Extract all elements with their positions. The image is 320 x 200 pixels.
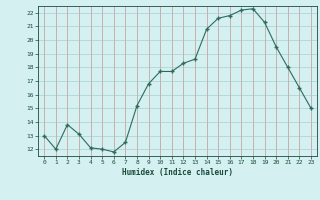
- X-axis label: Humidex (Indice chaleur): Humidex (Indice chaleur): [122, 168, 233, 177]
